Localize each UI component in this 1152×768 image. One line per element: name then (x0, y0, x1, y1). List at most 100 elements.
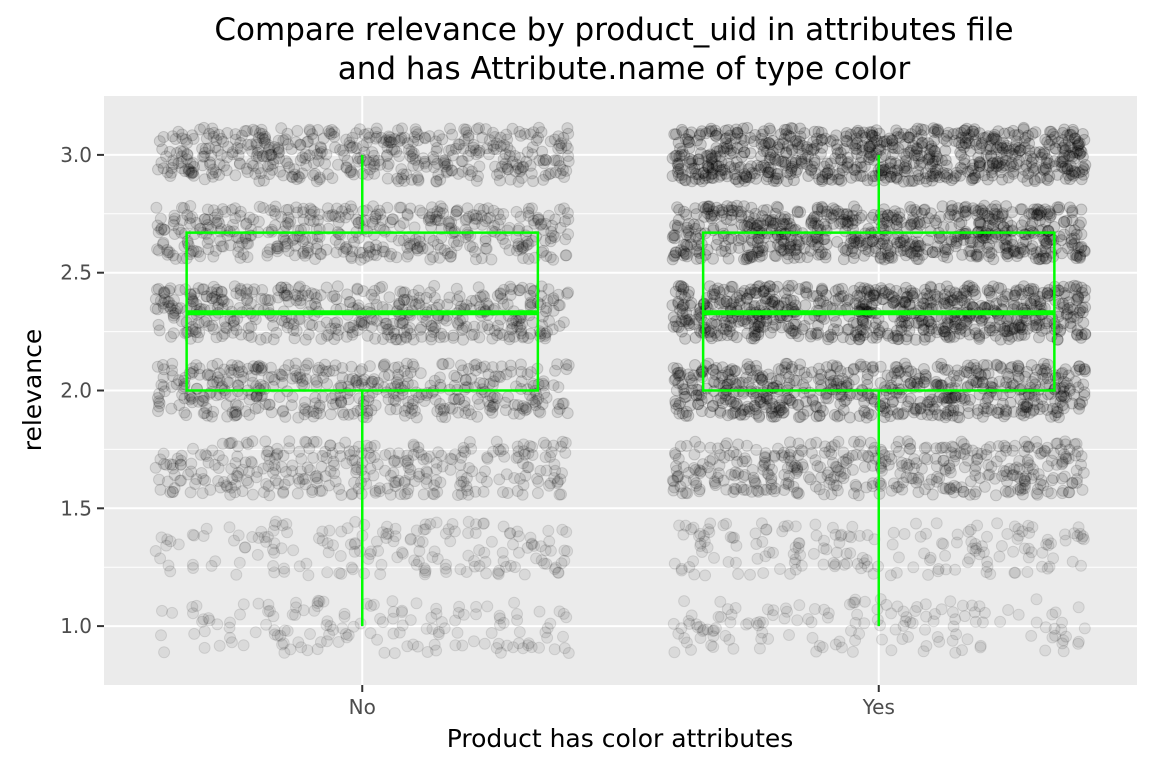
data-point (161, 244, 174, 256)
data-point (442, 357, 455, 370)
data-point (186, 601, 199, 613)
data-point (766, 609, 779, 622)
data-point (531, 487, 544, 500)
data-point (310, 407, 323, 420)
data-point (387, 466, 400, 479)
data-point (211, 371, 224, 384)
data-point (717, 519, 730, 532)
data-point (755, 517, 768, 530)
data-point (192, 395, 205, 408)
data-point (294, 465, 307, 478)
data-point (158, 646, 171, 659)
data-point (436, 460, 449, 473)
data-point (242, 476, 255, 489)
data-point (393, 626, 406, 639)
data-point (407, 394, 420, 407)
data-point (558, 544, 571, 557)
data-point (287, 544, 300, 557)
data-point (440, 558, 452, 571)
data-point (805, 616, 818, 629)
data-point (523, 440, 536, 452)
data-point (1016, 482, 1029, 495)
data-point (343, 445, 356, 458)
data-point (299, 396, 311, 409)
data-point (376, 616, 389, 629)
data-point (383, 291, 396, 304)
data-point (708, 291, 721, 304)
data-point (858, 595, 871, 608)
data-point (522, 639, 534, 652)
data-point (211, 376, 224, 389)
data-point (300, 373, 313, 385)
data-point (298, 402, 311, 415)
data-point (310, 435, 323, 448)
data-point (791, 399, 804, 412)
data-point (335, 489, 348, 501)
data-point (514, 472, 526, 485)
data-point (454, 459, 467, 471)
data-point (208, 458, 221, 471)
data-point (339, 436, 352, 449)
data-point (369, 486, 382, 499)
data-point (1075, 559, 1087, 572)
data-point (207, 405, 220, 418)
data-point (410, 411, 423, 424)
data-point (312, 594, 325, 607)
data-point (188, 627, 201, 640)
data-point (1068, 279, 1081, 292)
data-point (672, 399, 685, 412)
data-point (409, 123, 422, 136)
data-point (1078, 622, 1091, 635)
data-point (438, 622, 451, 635)
data-point (1008, 566, 1021, 579)
data-point (534, 464, 547, 477)
data-point (260, 478, 273, 490)
data-point (516, 488, 529, 501)
data-point (708, 551, 720, 564)
data-point (295, 641, 308, 654)
data-point (270, 242, 283, 255)
data-point (389, 476, 402, 489)
data-point (196, 487, 209, 500)
data-point (493, 473, 506, 486)
data-point (981, 560, 994, 573)
data-point (1025, 629, 1038, 642)
data-point (748, 474, 761, 487)
data-point (1015, 404, 1028, 417)
data-point (346, 563, 359, 576)
data-point (329, 475, 342, 488)
data-point (454, 563, 467, 576)
data-point (387, 605, 400, 618)
data-point (387, 627, 400, 640)
data-point (1060, 308, 1073, 321)
data-point (778, 612, 791, 625)
data-point (262, 445, 275, 458)
data-point (499, 157, 512, 170)
data-point (380, 386, 393, 399)
data-point (206, 359, 219, 372)
data-point (515, 383, 527, 395)
data-point (421, 466, 434, 479)
data-point (402, 395, 415, 408)
data-point (1047, 552, 1060, 565)
data-point (551, 358, 564, 371)
data-point (277, 485, 290, 498)
data-point (193, 362, 206, 375)
data-point (330, 397, 342, 410)
data-point (494, 371, 507, 384)
data-point (512, 445, 525, 458)
data-point (485, 535, 498, 548)
data-point (939, 549, 952, 562)
data-point (401, 640, 414, 653)
data-point (282, 474, 295, 487)
data-point (223, 521, 236, 534)
data-point (245, 369, 258, 382)
data-point (247, 360, 260, 373)
data-point (504, 359, 517, 372)
data-point (751, 369, 764, 382)
data-point (943, 483, 956, 496)
data-point (380, 317, 393, 330)
data-point (1058, 287, 1071, 300)
data-point (752, 320, 764, 333)
data-point (294, 297, 307, 310)
